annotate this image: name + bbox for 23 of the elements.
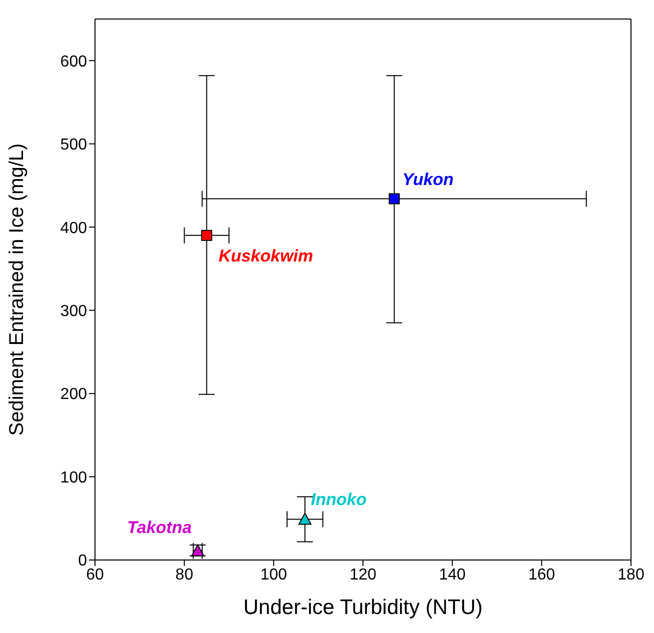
y-tick-label: 400 bbox=[60, 220, 88, 237]
point bbox=[388, 193, 400, 204]
y-axis-title: Sediment Entrained in Ice (mg/L) bbox=[6, 143, 28, 436]
y-tick-label: 500 bbox=[60, 136, 88, 154]
x-tick-label: 140 bbox=[438, 566, 466, 584]
y-tick-label: 0 bbox=[78, 552, 88, 570]
point bbox=[298, 512, 312, 525]
series-label: Takotna bbox=[127, 518, 192, 537]
point bbox=[201, 230, 212, 241]
y-tick-label: 600 bbox=[60, 53, 88, 70]
x-tick-label: 160 bbox=[528, 566, 556, 584]
x-tick-label: 180 bbox=[618, 566, 644, 584]
x-axis-title: Under-ice Turbidity (NTU) bbox=[243, 596, 483, 619]
x-tick-label: 100 bbox=[260, 566, 288, 584]
y-tick-label: 100 bbox=[60, 469, 88, 486]
x-tick-label: 120 bbox=[350, 566, 376, 584]
x-tick-label: 60 bbox=[86, 566, 104, 584]
series-label: Kuskokwim bbox=[218, 246, 314, 266]
y-tick-label: 200 bbox=[60, 386, 88, 404]
series-label: Innoko bbox=[310, 490, 367, 510]
x-tick-label: 80 bbox=[175, 566, 194, 584]
series-label: Yukon bbox=[402, 170, 454, 189]
y-tick-label: 300 bbox=[60, 302, 88, 320]
